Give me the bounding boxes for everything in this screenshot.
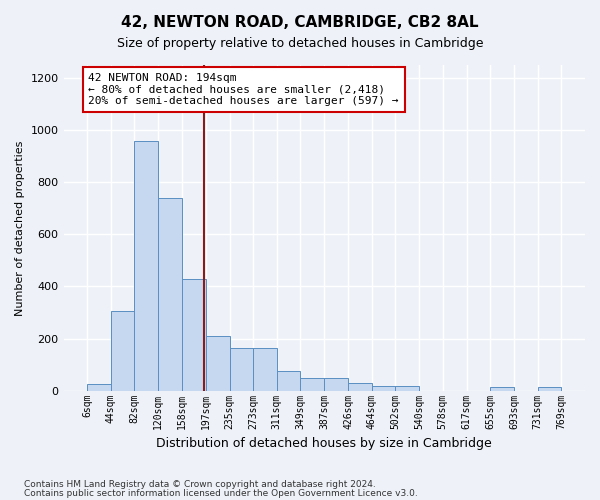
- Bar: [111, 311, 134, 390]
- Text: Contains HM Land Registry data © Crown copyright and database right 2024.: Contains HM Land Registry data © Crown c…: [24, 480, 376, 489]
- Bar: [158, 198, 182, 390]
- Text: Size of property relative to detached houses in Cambridge: Size of property relative to detached ho…: [117, 38, 483, 51]
- Bar: [324, 378, 348, 390]
- Bar: [253, 348, 277, 391]
- Bar: [206, 336, 230, 390]
- Text: 42, NEWTON ROAD, CAMBRIDGE, CB2 8AL: 42, NEWTON ROAD, CAMBRIDGE, CB2 8AL: [121, 15, 479, 30]
- Bar: [182, 278, 206, 390]
- X-axis label: Distribution of detached houses by size in Cambridge: Distribution of detached houses by size …: [157, 437, 492, 450]
- Bar: [490, 386, 514, 390]
- Bar: [301, 378, 324, 390]
- Bar: [134, 140, 158, 390]
- Bar: [230, 348, 253, 391]
- Bar: [277, 371, 301, 390]
- Text: 42 NEWTON ROAD: 194sqm
← 80% of detached houses are smaller (2,418)
20% of semi-: 42 NEWTON ROAD: 194sqm ← 80% of detached…: [88, 73, 399, 106]
- Bar: [395, 386, 419, 390]
- Bar: [538, 386, 561, 390]
- Text: Contains public sector information licensed under the Open Government Licence v3: Contains public sector information licen…: [24, 489, 418, 498]
- Bar: [348, 383, 372, 390]
- Bar: [372, 386, 395, 390]
- Bar: [87, 384, 111, 390]
- Y-axis label: Number of detached properties: Number of detached properties: [15, 140, 25, 316]
